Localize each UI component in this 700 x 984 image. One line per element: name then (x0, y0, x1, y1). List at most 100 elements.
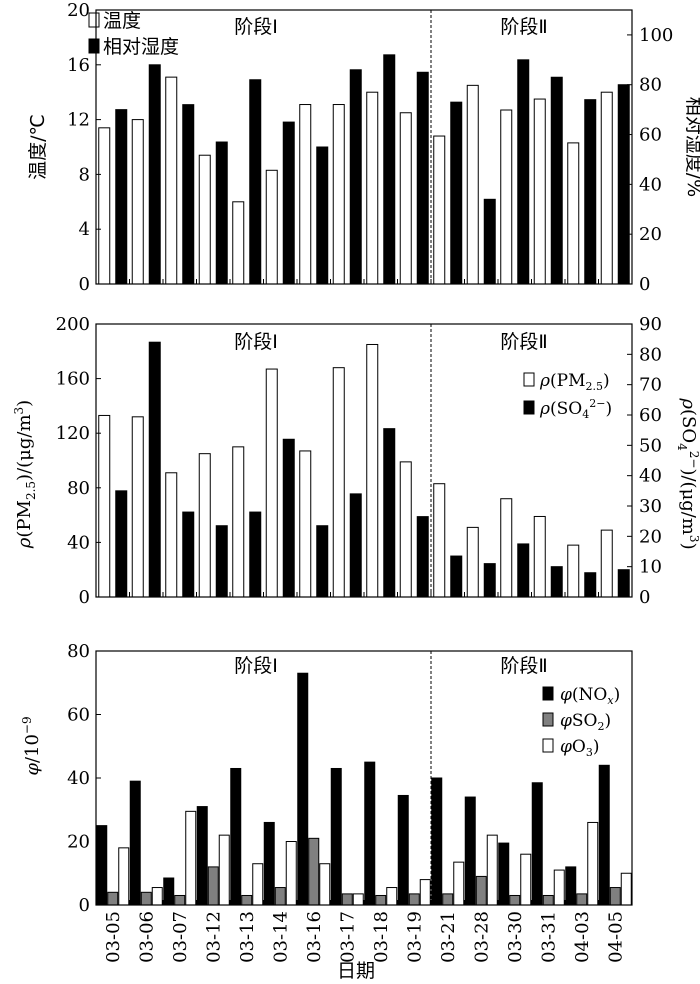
bar-温度-03-21 (433, 135, 446, 285)
bar-ρ(SO42−)-03-06 (148, 341, 161, 598)
bar-温度-03-17 (332, 104, 345, 285)
bar-相对湿度-03-14 (282, 121, 295, 285)
bar-相对湿度-03-06 (148, 64, 161, 285)
x-category-label-03-16: 03-16 (304, 911, 325, 963)
panel3-plot: 0 20 40 60 80 03-05 03-06 03-07 03-12 03-13 03-14 0… (67, 641, 633, 963)
panel2-stage2-label: 阶段Ⅱ (500, 331, 547, 353)
bar-φSO2)-03-06 (140, 891, 152, 906)
panel3-ytick-label: 80 (67, 641, 90, 662)
panel1-y2tick-label: 80 (639, 75, 662, 96)
x-category-label-04-05: 04-05 (605, 911, 626, 963)
bar-φSO2)-04-05 (609, 887, 621, 906)
bar-φO3)-03-30 (520, 853, 532, 906)
bar-ρ(PM2.5)-03-31 (533, 515, 546, 598)
x-category-label-03-30: 03-30 (505, 911, 526, 963)
bar-φ(NOx)-03-16 (297, 672, 309, 906)
bar-φ(NOx)-03-05 (96, 825, 108, 906)
panel2-ytick-label: 200 (56, 314, 90, 335)
panel2-stage1-label: 阶段Ⅰ (234, 331, 278, 353)
bar-ρ(PM2.5)-03-21 (433, 483, 446, 598)
panel2-legend-pm25: ρ(PM2.5) (539, 371, 610, 393)
panel2-y2tick-label: 30 (639, 496, 662, 517)
bar-ρ(PM2.5)-04-03 (567, 544, 580, 598)
bar-相对湿度-03-13 (249, 79, 262, 285)
bar-温度-03-12 (198, 154, 211, 285)
x-axis-title: 日期 (337, 960, 375, 982)
bar-φSO2)-03-17 (341, 893, 353, 906)
panel-temperature-humidity: 阶段Ⅰ 阶段Ⅱ 温度/℃ 相对湿度/% 温度 相对湿度 (27, 10, 700, 197)
panel1-ytick-label: 12 (67, 110, 90, 131)
panel1-ytick-label: 16 (67, 55, 90, 76)
panel2-ytick-label: 160 (56, 369, 90, 390)
bar-φ(NOx)-03-07 (163, 877, 175, 906)
bar-φSO2)-03-31 (542, 894, 554, 906)
bar-φSO2)-03-13 (241, 894, 253, 906)
panel2-legend-swatch-pm25 (523, 372, 535, 387)
bar-ρ(SO42−)-03-17 (349, 493, 362, 598)
bar-φO3)-04-05 (620, 872, 632, 906)
bar-相对湿度-03-12 (215, 141, 228, 285)
bar-ρ(SO42−)-03-05 (115, 490, 128, 598)
panel1-legend-humidity: 相对湿度 (103, 36, 179, 58)
bar-相对湿度-03-05 (115, 109, 128, 285)
bar-φO3)-03-14 (285, 841, 297, 906)
bar-相对湿度-03-19 (416, 71, 429, 285)
panel2-ytick-label: 120 (56, 423, 90, 444)
panel3-legend-swatch-nox (542, 686, 554, 701)
panel2-y2tick-label: 90 (639, 314, 662, 335)
x-category-label-03-21: 03-21 (438, 911, 459, 963)
panel1-y2tick-label: 40 (639, 174, 662, 195)
bar-温度-03-07 (165, 76, 178, 285)
panel3-legend-so2: φSO2) (560, 711, 611, 733)
panel3-ytick-label: 0 (79, 895, 90, 916)
bar-ρ(PM2.5)-03-30 (500, 498, 513, 598)
bar-相对湿度-03-28 (483, 198, 496, 285)
panel1-ytick-label: 20 (67, 0, 90, 21)
panel1-stage2-label: 阶段Ⅱ (500, 16, 547, 38)
bar-ρ(SO42−)-03-14 (282, 438, 295, 598)
panel1-y2tick-label: 60 (639, 125, 662, 146)
bar-相对湿度-03-17 (349, 69, 362, 285)
bar-ρ(SO42−)-03-12 (215, 525, 228, 598)
bar-φO3)-03-19 (419, 879, 431, 906)
panel2-legend-sulfate: ρ(SO42−) (539, 397, 612, 421)
panel2-y2tick-label: 10 (639, 557, 662, 578)
panel2-ytick-label: 0 (79, 587, 90, 608)
bar-温度-03-30 (500, 109, 513, 285)
bar-ρ(SO42−)-03-21 (450, 555, 463, 598)
bar-ρ(PM2.5)-03-06 (131, 416, 144, 598)
x-category-label-03-07: 03-07 (170, 911, 191, 963)
panel1-y2tick-label: 100 (639, 25, 673, 46)
bar-φO3)-03-12 (218, 834, 230, 906)
bar-ρ(SO42−)-03-28 (483, 563, 496, 598)
bar-温度-03-18 (366, 91, 379, 285)
bar-φ(NOx)-03-19 (397, 794, 409, 906)
bar-φ(NOx)-03-21 (431, 777, 443, 906)
bar-温度-03-28 (466, 84, 479, 285)
bar-温度-03-13 (232, 201, 245, 285)
bar-φ(NOx)-03-31 (531, 782, 543, 906)
bar-ρ(SO42−)-03-07 (182, 511, 195, 598)
bar-ρ(SO42−)-03-31 (550, 566, 563, 598)
panel2-ylabel: ρ(PM2.5)/(μg/m3) (12, 400, 38, 549)
bar-温度-03-19 (399, 112, 412, 285)
panel2-plot: 0 40 80 120 160 200 0 10 20 30 40 50 60 70 80 90 (56, 314, 662, 608)
bar-ρ(SO42−)-03-19 (416, 516, 429, 598)
panel-pm25-sulfate: 阶段Ⅰ 阶段Ⅱ ρ(PM2.5)/(μg/m3) ρ(SO42−)/(μg/m3… (12, 331, 700, 550)
bar-φSO2)-03-18 (375, 894, 387, 906)
panel3-ytick-label: 60 (67, 705, 90, 726)
bar-φSO2)-03-07 (174, 894, 186, 906)
bar-相对湿度-03-31 (550, 76, 563, 285)
bar-φSO2)-04-03 (576, 893, 588, 906)
bar-相对湿度-03-18 (383, 54, 396, 285)
x-category-label-03-18: 03-18 (371, 911, 392, 963)
x-category-label-03-17: 03-17 (337, 911, 358, 963)
x-category-label-03-14: 03-14 (270, 911, 291, 963)
bar-φO3)-03-17 (352, 893, 364, 906)
bar-ρ(SO42−)-04-03 (584, 572, 597, 598)
bar-φ(NOx)-04-05 (598, 764, 610, 906)
bar-φO3)-03-18 (386, 887, 398, 906)
panel1-ytick-label: 0 (79, 274, 90, 295)
bar-φSO2)-03-14 (274, 887, 286, 906)
bar-φ(NOx)-04-03 (565, 866, 577, 906)
